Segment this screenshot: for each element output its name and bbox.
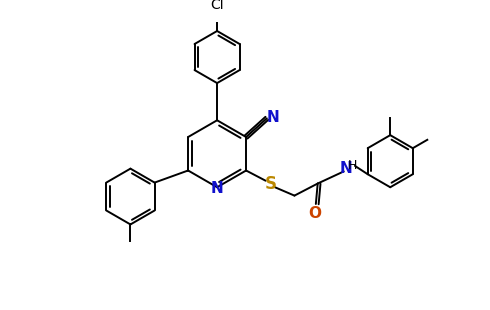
Text: H: H: [347, 159, 357, 172]
Text: N: N: [211, 181, 223, 196]
Text: Cl: Cl: [210, 0, 224, 12]
Text: N: N: [267, 110, 280, 125]
Text: N: N: [339, 161, 352, 176]
Text: O: O: [308, 206, 321, 221]
Text: S: S: [264, 175, 276, 193]
